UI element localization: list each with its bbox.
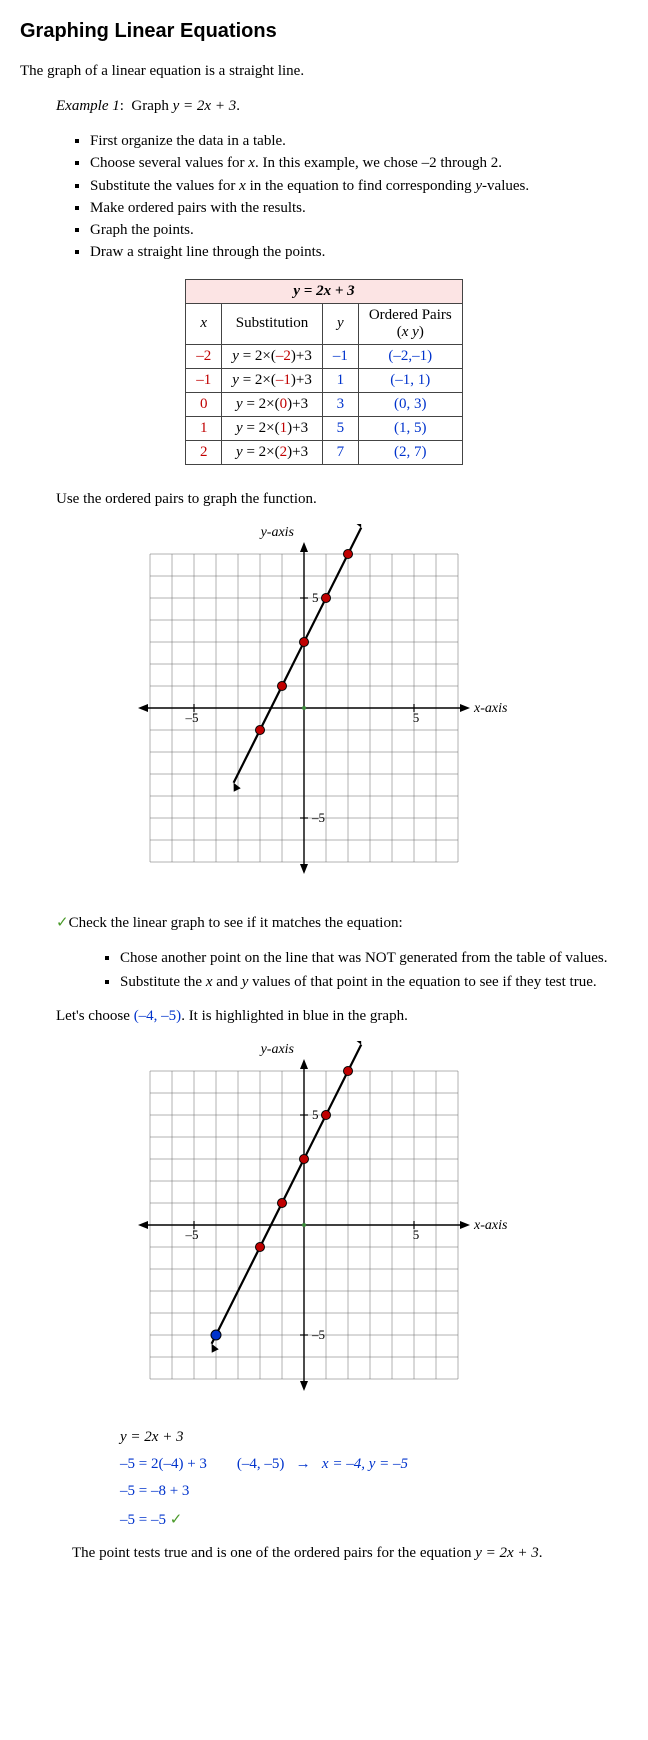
cell-pair: (–2,–1): [358, 344, 462, 368]
intro-text: The graph of a linear equation is a stra…: [20, 61, 628, 82]
cell-y: 3: [322, 392, 358, 416]
step-item: Choose several values for x. In this exa…: [90, 153, 628, 173]
svg-text:5: 5: [413, 1227, 420, 1242]
table-row: 2y = 2×(2)+37(2, 7): [186, 440, 462, 464]
svg-text:x-axis: x-axis: [473, 1218, 508, 1233]
svg-text:x-axis: x-axis: [473, 701, 508, 716]
svg-text:y-axis: y-axis: [259, 1042, 295, 1057]
col-pair: Ordered Pairs (x y): [358, 303, 462, 344]
cell-y: 5: [322, 416, 358, 440]
lets-choose-pt: (–4, –5): [134, 1008, 182, 1024]
svg-text:–5: –5: [185, 1227, 199, 1242]
svg-text:5: 5: [312, 590, 319, 605]
col-sub: Substitution: [222, 303, 323, 344]
cell-sub: y = 2×(–2)+3: [222, 344, 323, 368]
steps-list: First organize the data in a table.Choos…: [20, 131, 628, 263]
svg-text:–5: –5: [311, 810, 325, 825]
cell-x: 1: [186, 416, 222, 440]
verify-l2b-pair: (–4, –5): [237, 1456, 285, 1472]
cell-sub: y = 2×(1)+3: [222, 416, 323, 440]
cell-x: 0: [186, 392, 222, 416]
conclusion-eq: y = 2x + 3: [475, 1545, 539, 1561]
cell-pair: (0, 3): [358, 392, 462, 416]
check-text: Check the linear graph to see if it matc…: [69, 915, 403, 931]
svg-text:y-axis: y-axis: [259, 525, 295, 540]
cell-pair: (1, 5): [358, 416, 462, 440]
svg-text:–5: –5: [185, 710, 199, 725]
check-steps-list: Chose another point on the line that was…: [20, 948, 628, 993]
check-icon: ✓: [170, 1511, 183, 1528]
step-item: Substitute the values for x in the equat…: [90, 176, 628, 196]
check-step-item: Chose another point on the line that was…: [120, 948, 628, 968]
verify-l2b-xy: x = –4, y = –5: [322, 1456, 408, 1472]
table-row: 0y = 2×(0)+33(0, 3): [186, 392, 462, 416]
verify-l1: y = 2x + 3: [120, 1429, 184, 1445]
check-icon: ✓: [56, 914, 69, 931]
example-label: Example 1: [56, 98, 120, 114]
cell-sub: y = 2×(2)+3: [222, 440, 323, 464]
cell-y: 1: [322, 368, 358, 392]
conclusion-pre: The point tests true and is one of the o…: [72, 1545, 475, 1561]
values-table: y = 2x + 3 x Substitution y Ordered Pair…: [185, 279, 462, 465]
check-line: ✓Check the linear graph to see if it mat…: [56, 912, 628, 934]
cell-pair: (2, 7): [358, 440, 462, 464]
example-heading: Example 1: Graph y = 2x + 3.: [56, 96, 628, 117]
col-x: x: [186, 303, 222, 344]
graph-2: –5 5 5 –5 x-axis y-axis: [20, 1041, 628, 1409]
step-item: Make ordered pairs with the results.: [90, 198, 628, 218]
cell-sub: y = 2×(0)+3: [222, 392, 323, 416]
example-eq: y = 2x + 3: [173, 98, 237, 114]
svg-text:–5: –5: [311, 1327, 325, 1342]
cell-sub: y = 2×(–1)+3: [222, 368, 323, 392]
step-item: First organize the data in a table.: [90, 131, 628, 151]
col-y: y: [322, 303, 358, 344]
lets-choose: Let's choose (–4, –5). It is highlighted…: [56, 1006, 628, 1027]
verify-l2a: –5 = 2(–4) + 3: [120, 1456, 207, 1472]
check-step-item: Substitute the x and y values of that po…: [120, 972, 628, 992]
example-prefix: : Graph: [120, 98, 173, 114]
verify-block: y = 2x + 3 –5 = 2(–4) + 3 (–4, –5) → x =…: [120, 1429, 628, 1529]
cell-y: 7: [322, 440, 358, 464]
cell-x: –2: [186, 344, 222, 368]
step-item: Graph the points.: [90, 220, 628, 240]
graph-1: –5 5 5 –5 x-axis y-axis: [20, 524, 628, 892]
conclusion-post: .: [539, 1545, 543, 1561]
verify-l3: –5 = –8 + 3: [120, 1483, 628, 1500]
cell-x: –1: [186, 368, 222, 392]
cell-y: –1: [322, 344, 358, 368]
arrow-icon: →: [296, 1456, 311, 1472]
example-suffix: .: [236, 98, 240, 114]
col-pair-l1: Ordered Pairs: [369, 307, 452, 323]
svg-text:5: 5: [312, 1107, 319, 1122]
cell-pair: (–1, 1): [358, 368, 462, 392]
table-row: –1y = 2×(–1)+31(–1, 1): [186, 368, 462, 392]
lets-choose-post: . It is highlighted in blue in the graph…: [181, 1008, 408, 1024]
use-pairs-text: Use the ordered pairs to graph the funct…: [56, 489, 628, 510]
svg-text:5: 5: [413, 710, 420, 725]
cell-x: 2: [186, 440, 222, 464]
conclusion: The point tests true and is one of the o…: [72, 1543, 628, 1564]
page-title: Graphing Linear Equations: [20, 20, 628, 43]
step-item: Draw a straight line through the points.: [90, 242, 628, 262]
table-row: –2y = 2×(–2)+3–1(–2,–1): [186, 344, 462, 368]
table-eq-header: y = 2x + 3: [186, 279, 462, 303]
verify-l4: –5 = –5: [120, 1512, 166, 1528]
lets-choose-pre: Let's choose: [56, 1008, 134, 1024]
table-row: 1y = 2×(1)+35(1, 5): [186, 416, 462, 440]
